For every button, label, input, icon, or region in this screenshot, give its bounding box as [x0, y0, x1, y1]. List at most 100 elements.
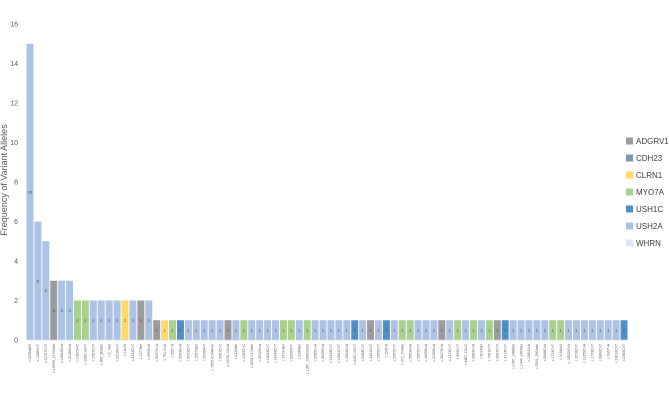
y-tick-label: 6: [14, 219, 18, 226]
bar: [367, 320, 375, 340]
bar: [454, 320, 462, 340]
data-label: 1: [441, 328, 444, 333]
x-tick-label: c.5397C>T: [416, 343, 420, 361]
bar: [137, 300, 145, 340]
data-label: 2: [132, 318, 135, 323]
x-tick-label: c.11864G>A: [60, 343, 64, 363]
data-label: 1: [354, 328, 357, 333]
x-tick-label: c.1733C>T: [591, 343, 595, 361]
x-tick-label: c.1367_1368insCG: [305, 344, 309, 374]
data-label: 1: [504, 328, 507, 333]
x-tick-label: c.3847G>A: [440, 343, 444, 361]
x-tick-label: c.10561C>T: [337, 343, 341, 363]
bar: [208, 320, 216, 340]
data-label: 1: [179, 328, 182, 333]
x-tick-label: c.2299delG: [28, 344, 32, 362]
data-label: 1: [536, 328, 539, 333]
x-tick-label: c.1444_1464del: [519, 344, 523, 369]
data-label: 1: [235, 328, 238, 333]
bar: [26, 43, 34, 340]
x-tick-label: c.6867-1G>C: [464, 344, 468, 365]
x-tick-label: c.1174C>T: [448, 343, 452, 361]
data-label: 1: [274, 328, 277, 333]
x-tick-label: c.7891C>T: [488, 343, 492, 361]
data-label: 1: [544, 328, 547, 333]
data-label: 2: [76, 318, 79, 323]
bar: [430, 320, 438, 340]
bar: [184, 320, 192, 340]
y-tick-label: 16: [10, 22, 18, 29]
data-label: 1: [314, 328, 317, 333]
data-label: 2: [116, 318, 119, 323]
x-tick-label: c.499C>T: [456, 343, 460, 359]
data-label: 1: [457, 328, 460, 333]
bar: [224, 320, 232, 340]
bar: [113, 300, 121, 340]
data-label: 1: [449, 328, 452, 333]
bar: [446, 320, 454, 340]
legend-label: ADGRV1: [636, 137, 669, 146]
legend-label: WHRN: [636, 239, 661, 248]
legend-label: MYO7A: [636, 188, 665, 197]
x-tick-label: c.1256G>T: [36, 343, 40, 361]
x-tick-label: c.4133C>T: [131, 343, 135, 361]
data-label: 1: [520, 328, 523, 333]
data-label: 6: [37, 278, 40, 283]
bar: [509, 320, 517, 340]
legend-swatch: [626, 171, 633, 179]
bar: [422, 320, 430, 340]
bar: [549, 320, 557, 340]
data-label: 1: [607, 328, 610, 333]
x-tick-label: c.9447G>A: [155, 343, 159, 361]
bar: [232, 320, 240, 340]
bar: [382, 320, 390, 340]
bar: [525, 320, 533, 340]
x-tick-label: c.9243A>T: [202, 343, 206, 361]
data-label: 1: [282, 328, 285, 333]
data-label: 1: [496, 328, 499, 333]
x-tick-label: c.12695_12700del: [52, 344, 56, 373]
y-tick-label: 2: [14, 298, 18, 305]
bar: [248, 320, 256, 340]
data-label: 1: [306, 328, 309, 333]
data-label: 1: [251, 328, 254, 333]
x-tick-label: c.1A>G: [123, 344, 127, 356]
data-label: 1: [560, 328, 563, 333]
x-tick-label: c.4072C>T: [187, 343, 191, 361]
bar: [34, 221, 42, 340]
bar: [58, 280, 66, 340]
x-tick-label: c.7595-2144A>G: [210, 344, 214, 371]
bar: [557, 320, 565, 340]
x-tick-label: c.2997C>T: [393, 343, 397, 361]
x-tick-label: c.14248C>T: [274, 343, 278, 363]
data-label: 1: [362, 328, 365, 333]
x-tick-label: c.1645G>A: [424, 343, 428, 361]
y-tick-label: 4: [14, 259, 18, 266]
data-label: 1: [512, 328, 515, 333]
data-label: 1: [591, 328, 594, 333]
bar: [596, 320, 604, 340]
bar: [97, 300, 105, 340]
data-label: 1: [259, 328, 262, 333]
x-tick-label: c.2138G>A: [68, 343, 72, 361]
data-label: 1: [266, 328, 269, 333]
bar: [216, 320, 224, 340]
x-tick-label: c.5226G>T: [290, 343, 294, 361]
data-label: 3: [68, 308, 71, 313]
data-label: 15: [28, 189, 33, 194]
x-tick-label: c.4451C>T: [369, 343, 373, 361]
bar: [573, 320, 580, 340]
x-tick-label: c.2639G>A: [321, 343, 325, 361]
bar: [169, 320, 177, 340]
x-tick-label: c.2883C>A: [472, 343, 476, 361]
data-label: 1: [480, 328, 483, 333]
bar: [272, 320, 279, 340]
bar: [303, 320, 311, 340]
data-label: 2: [108, 318, 111, 323]
x-tick-label: c.1381G>A: [527, 343, 531, 361]
bar: [192, 320, 200, 340]
bar: [42, 241, 50, 340]
bar: [145, 300, 153, 340]
bar: [541, 320, 549, 340]
data-label: 1: [187, 328, 190, 333]
